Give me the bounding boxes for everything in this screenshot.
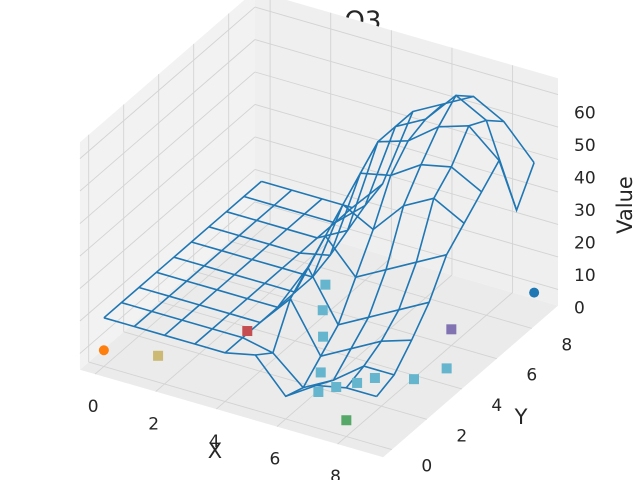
scatter-point: [315, 367, 326, 378]
grid-line: [79, 6, 256, 159]
grid-line: [79, 201, 256, 354]
grid-line: [254, 6, 559, 95]
grid-line: [155, 239, 332, 392]
grid-line: [254, 168, 559, 258]
scatter-point: [153, 350, 164, 361]
grid-line: [216, 257, 392, 410]
wire-col: [315, 94, 474, 387]
wire-row: [156, 265, 430, 326]
x-axis-label: X: [208, 439, 222, 463]
wire-row: [138, 286, 412, 358]
z-tick-label: 40: [574, 169, 596, 189]
x-tick-label: 8: [330, 467, 341, 480]
scatter-point: [320, 279, 331, 290]
z-tick-label: 0: [574, 298, 585, 318]
y-axis-label: Y: [514, 405, 528, 429]
z-tick-label: 30: [574, 201, 596, 221]
x-tick-label: 4: [209, 432, 220, 452]
scatter-point: [529, 287, 540, 298]
grid-line: [79, 71, 256, 224]
scatter-point: [369, 372, 380, 383]
wire-col: [255, 110, 414, 356]
x-tick-label: 2: [148, 415, 159, 435]
scatter-point: [317, 305, 328, 316]
scatter-point: [318, 331, 329, 342]
y-tick-label: 4: [491, 396, 502, 416]
wire-col: [194, 206, 353, 345]
x-tick-label: 6: [270, 450, 281, 470]
grid-line: [254, 136, 559, 225]
wire-col: [375, 158, 535, 398]
wire-col: [285, 103, 444, 398]
grid-line: [337, 292, 513, 445]
z-axis-label: Value: [613, 176, 637, 234]
wire-col: [103, 180, 262, 319]
y-tick-label: 2: [456, 426, 467, 446]
scatter-point: [313, 386, 324, 397]
z-tick-label: 50: [574, 136, 596, 156]
y-tick-label: 8: [561, 335, 572, 355]
scatter-point: [341, 415, 352, 426]
wire-row: [261, 95, 535, 209]
wire-row: [191, 197, 465, 278]
scatter-point: [331, 382, 342, 393]
grid-line: [254, 104, 559, 193]
grid-line: [79, 169, 256, 322]
grid-line: [79, 39, 256, 192]
grid-line: [254, 201, 559, 290]
grid-line: [88, 361, 392, 451]
scatter-point: [98, 345, 109, 356]
wire-row: [121, 301, 395, 389]
grid-line: [254, 39, 559, 128]
wire-col: [133, 189, 293, 328]
wire-col: [345, 119, 504, 389]
scatter-point: [352, 377, 363, 388]
y-tick-label: 6: [526, 366, 537, 386]
wire-col: [163, 198, 323, 336]
scatter-point: [408, 374, 419, 385]
z-tick-label: 60: [574, 104, 596, 124]
grid-line: [79, 136, 256, 289]
z-tick-label: 20: [574, 233, 596, 253]
grid-line: [79, 104, 256, 257]
wire-row: [226, 124, 500, 239]
grid-line: [254, 71, 559, 160]
grid-line: [193, 270, 497, 360]
x-tick-label: 0: [88, 397, 99, 417]
grid-line: [94, 222, 271, 375]
grid-line: [123, 331, 427, 420]
wire-row: [243, 94, 518, 224]
z-tick-label: 10: [574, 266, 596, 286]
scatter-point: [441, 363, 452, 374]
scatter-point: [446, 324, 457, 335]
grid-line: [276, 274, 453, 427]
wire-row: [103, 317, 377, 398]
y-tick-label: 0: [421, 457, 432, 477]
scatter-point: [242, 326, 253, 337]
